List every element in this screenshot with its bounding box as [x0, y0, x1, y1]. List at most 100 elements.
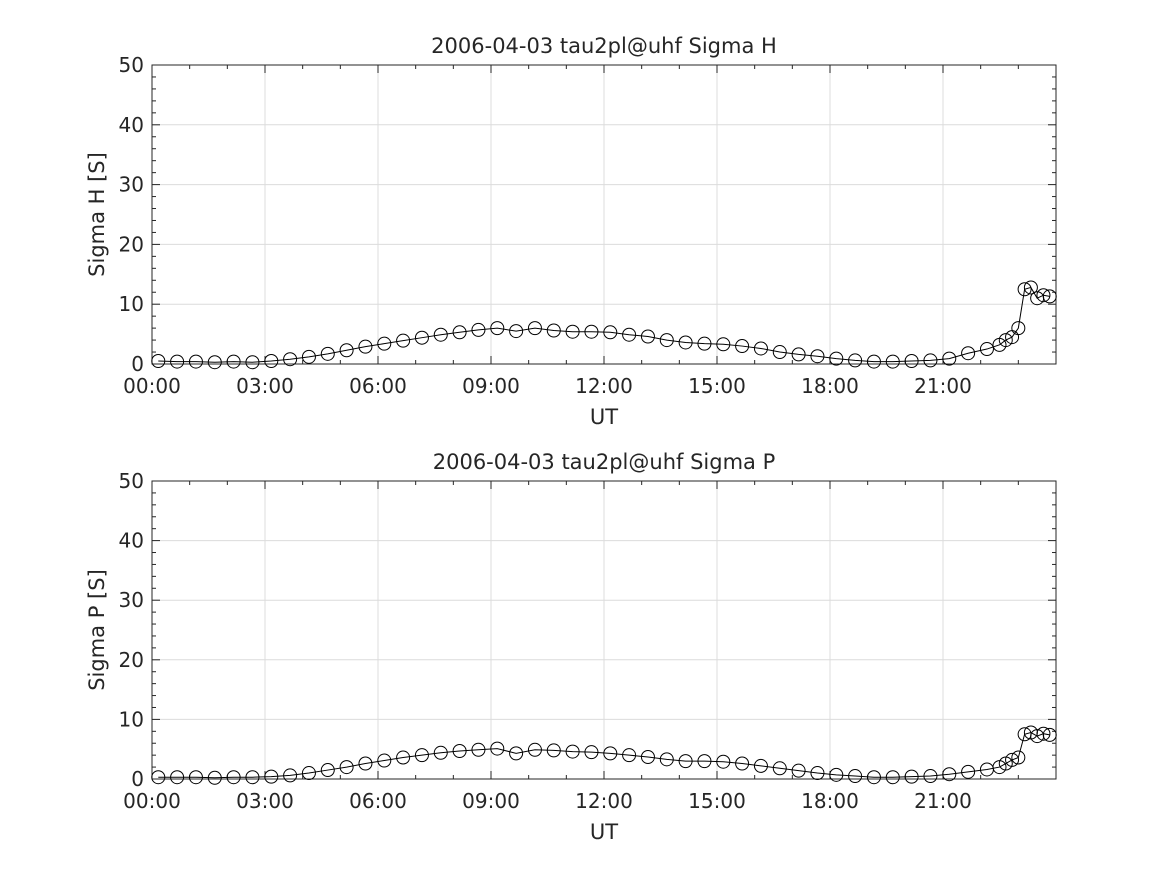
data-point: [245, 770, 260, 785]
y-tick-label: 20: [119, 232, 144, 256]
data-point: [226, 770, 241, 785]
x-tick-label: 00:00: [123, 374, 181, 398]
y-tick-label: 0: [131, 352, 144, 376]
y-tick-label: 30: [119, 588, 144, 612]
data-point: [527, 321, 542, 336]
chart-title: 2006-04-03 tau2pl@uhf Sigma H: [431, 34, 777, 58]
data-point: [433, 327, 448, 342]
data-point: [791, 347, 806, 362]
data-point: [810, 766, 825, 781]
y-axis-label: Sigma P [S]: [85, 569, 109, 691]
data-point: [546, 743, 561, 758]
data-point: [264, 769, 279, 784]
data-point: [584, 324, 599, 339]
x-tick-label: 12:00: [575, 374, 633, 398]
x-tick-label: 21:00: [914, 789, 972, 813]
chart-panel-2: 00:00 03:00 06:00 09:00 12:00 15:00 18:00 21:00…: [85, 450, 1057, 844]
data-point: [998, 333, 1013, 348]
data-point: [471, 742, 486, 757]
y-axis-label: Sigma H [S]: [85, 152, 109, 277]
data-point: [283, 768, 298, 783]
x-tick-label: 21:00: [914, 374, 972, 398]
data-point: [810, 349, 825, 364]
data-point: [396, 750, 411, 765]
data-point: [659, 333, 674, 348]
data-point: [942, 767, 957, 782]
x-tick-label: 18:00: [801, 374, 859, 398]
data-point: [1036, 288, 1051, 303]
data-point: [207, 770, 222, 785]
data-point: [622, 748, 637, 763]
data-point: [885, 354, 900, 369]
x-tick-label: 15:00: [688, 789, 746, 813]
data-point: [735, 756, 750, 771]
x-tick-label: 03:00: [236, 789, 294, 813]
data-point: [1042, 289, 1057, 304]
y-tick-label: 40: [119, 529, 144, 553]
data-point: [509, 324, 524, 339]
data-point: [923, 353, 938, 368]
data-point: [866, 770, 881, 785]
data-point: [716, 754, 731, 769]
data-point: [414, 330, 429, 345]
data-point: [697, 336, 712, 351]
data-point: [565, 324, 580, 339]
x-tick-label: 09:00: [462, 789, 520, 813]
data-point: [433, 745, 448, 760]
data-point: [829, 351, 844, 366]
data-point: [527, 742, 542, 757]
y-tick-label: 40: [119, 113, 144, 137]
data-point: [452, 743, 467, 758]
data-point: [320, 346, 335, 361]
data-point: [283, 352, 298, 367]
data-point: [264, 354, 279, 369]
data-point: [848, 769, 863, 784]
data-point: [1005, 752, 1020, 767]
data-point: [904, 354, 919, 369]
x-tick-label: 03:00: [236, 374, 294, 398]
data-point: [358, 339, 373, 354]
data-point: [622, 327, 637, 342]
x-tick-label: 06:00: [349, 374, 407, 398]
y-tick-label: 0: [131, 767, 144, 791]
data-point: [1017, 282, 1032, 297]
data-point: [358, 756, 373, 771]
data-point: [471, 322, 486, 337]
x-axis-label: UT: [590, 405, 618, 429]
data-point: [151, 354, 166, 369]
data-point: [961, 346, 976, 361]
data-point: [245, 355, 260, 370]
data-point: [396, 333, 411, 348]
series-line: [158, 731, 1050, 779]
data-point: [716, 337, 731, 352]
data-point: [546, 323, 561, 338]
data-point: [678, 335, 693, 350]
x-tick-label: 15:00: [688, 374, 746, 398]
chart-panel-1: 00:00 03:00 06:00 09:00 12:00 15:00 18:00 21:00…: [85, 34, 1057, 429]
x-tick-label: 09:00: [462, 374, 520, 398]
data-point: [640, 329, 655, 344]
y-tick-label: 10: [119, 292, 144, 316]
x-tick-label: 00:00: [123, 789, 181, 813]
data-point: [509, 746, 524, 761]
data-point: [640, 749, 655, 764]
data-point: [301, 766, 316, 781]
x-axis-label: UT: [590, 820, 618, 844]
data-point: [603, 325, 618, 340]
x-tick-label: 06:00: [349, 789, 407, 813]
data-point: [490, 741, 505, 756]
data-point: [772, 761, 787, 776]
data-point: [170, 770, 185, 785]
data-point: [339, 343, 354, 358]
x-tick-label: 12:00: [575, 789, 633, 813]
data-point: [603, 746, 618, 761]
data-point: [942, 351, 957, 366]
data-point: [452, 325, 467, 340]
y-tick-label: 50: [119, 469, 144, 493]
data-point: [753, 758, 768, 773]
data-point: [320, 763, 335, 778]
data-point: [678, 754, 693, 769]
series-line: [158, 286, 1050, 363]
data-point: [188, 770, 203, 785]
